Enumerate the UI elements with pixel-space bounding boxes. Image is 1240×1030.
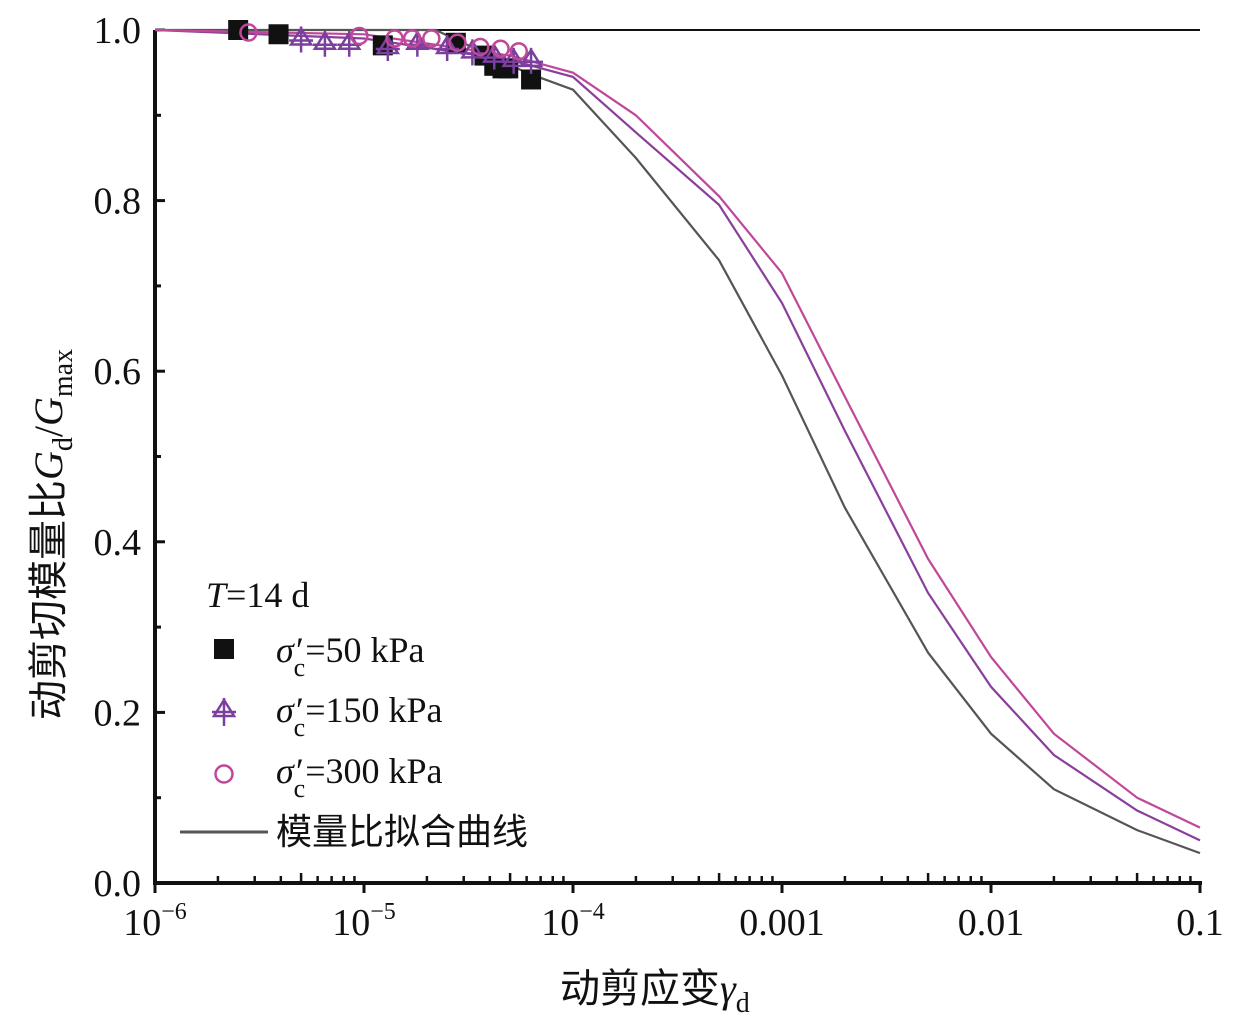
legend-fit-label: 模量比拟合曲线 <box>276 812 528 852</box>
y-tick-label: 0.8 <box>94 181 142 223</box>
data-point-triangle <box>288 26 314 53</box>
legend-circle-marker <box>214 764 234 784</box>
data-point-circle <box>448 33 467 53</box>
x-tick-label: 10−4 <box>541 899 605 944</box>
x-tick-label: 10−5 <box>332 899 396 944</box>
y-tick-label: 0.4 <box>94 522 142 564</box>
y-tick-label: 0.2 <box>94 692 142 734</box>
data-point-circle <box>509 42 528 61</box>
y-tick-label: 1.0 <box>94 10 142 52</box>
data-point-triangle <box>434 34 460 62</box>
data-point-square <box>268 24 289 45</box>
legend-square-marker <box>214 639 234 659</box>
legend-entry-150: σ′c=150 kPa <box>276 690 443 742</box>
data-point-square <box>228 20 249 40</box>
data-points <box>228 20 544 90</box>
data-point-triangle <box>312 30 338 57</box>
x-tick-label: 10−6 <box>123 899 187 944</box>
legend-title: T=14 d <box>206 575 309 615</box>
tick-labels: 0.0 0.2 0.4 0.6 0.8 1.0 10−6 10−5 10−4 0.001 0.01 0… <box>94 10 1224 944</box>
x-tick-label: 0.01 <box>958 902 1025 944</box>
legend-entry-50: σ′c=50 kPa <box>276 630 425 682</box>
data-point-circle <box>385 29 404 48</box>
data-point-circle <box>422 29 441 48</box>
data-point-circle <box>471 37 490 57</box>
x-tick-label: 0.001 <box>739 902 825 944</box>
data-point-square <box>521 69 542 90</box>
data-point-circle <box>491 39 510 59</box>
legend-triangle-marker <box>211 697 237 726</box>
legend: T=14 d σ′c=50 kPa σ′c=150 kPa σ′c=300 kP… <box>180 575 528 852</box>
y-tick-label: 0.6 <box>94 351 142 393</box>
y-tick-label: 0.0 <box>94 863 142 905</box>
data-point-circle <box>402 29 422 48</box>
data-point-circle <box>350 26 369 46</box>
data-point-triangle <box>518 47 544 74</box>
legend-entry-300: σ′c=300 kPa <box>276 751 443 803</box>
y-axis-label: 动剪切模量比Gd/Gmax <box>26 349 79 720</box>
x-tick-label: 0.1 <box>1176 902 1224 944</box>
data-point-circle <box>239 23 258 42</box>
x-axis-label: 动剪应变γd <box>560 966 750 1019</box>
